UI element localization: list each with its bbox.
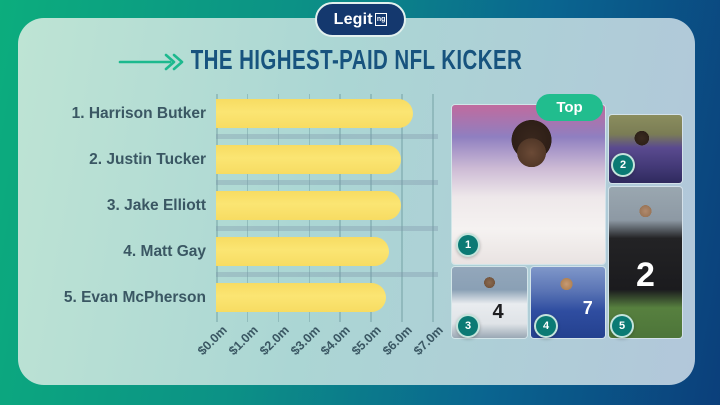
salary-bar bbox=[216, 145, 402, 174]
jersey-number: 4 bbox=[492, 301, 504, 324]
legit-ng-logo: Legit ng bbox=[315, 2, 406, 37]
page-title: THE HIGHEST-PAID NFL KICKER bbox=[190, 44, 523, 76]
y-gridline bbox=[216, 272, 438, 277]
salary-bar bbox=[216, 99, 414, 128]
x-tick-label: $5.0m bbox=[349, 323, 385, 358]
rank-badge-3: 3 bbox=[456, 314, 480, 338]
jersey-number: 7 bbox=[582, 298, 593, 319]
rank-badge-1: 1 bbox=[456, 233, 480, 257]
x-gridline bbox=[432, 94, 434, 322]
bar-category-label: 2. Justin Tucker bbox=[89, 150, 206, 168]
top-badge: Top bbox=[536, 94, 603, 121]
x-tick-label: $3.0m bbox=[287, 323, 323, 358]
x-tick-label: $2.0m bbox=[256, 323, 292, 358]
logo-suffix: ng bbox=[374, 13, 388, 26]
photo-evan-mcpherson: 2 bbox=[609, 187, 682, 338]
logo-text: Legit bbox=[333, 10, 373, 28]
bar-category-label: 3. Jake Elliott bbox=[106, 196, 206, 214]
long-arrow-icon bbox=[118, 53, 184, 71]
rank-badge-5: 5 bbox=[610, 314, 634, 338]
rank-badge-2: 2 bbox=[611, 153, 635, 177]
jersey-number: 2 bbox=[636, 256, 655, 295]
x-tick-label: $7.0m bbox=[410, 323, 446, 358]
y-gridline bbox=[216, 134, 438, 139]
y-gridline bbox=[216, 180, 438, 185]
bar-category-label: 5. Evan McPherson bbox=[63, 288, 206, 306]
salary-bar bbox=[216, 237, 389, 266]
bar-category-label: 4. Matt Gay bbox=[123, 242, 206, 260]
x-tick-label: $4.0m bbox=[318, 323, 354, 358]
salary-bar bbox=[216, 191, 402, 220]
bar-chart: $0.0m $1.0m $2.0m $3.0m $4.0m $5.0m $6.0m $7.0m… bbox=[18, 18, 695, 385]
y-gridline bbox=[216, 226, 438, 231]
x-tick-label: $1.0m bbox=[225, 323, 261, 358]
x-gridline bbox=[401, 94, 403, 322]
main-card: THE HIGHEST-PAID NFL KICKER $0.0m $1.0m $2… bbox=[18, 18, 695, 385]
x-tick-label: $0.0m bbox=[194, 323, 230, 358]
x-tick-label: $6.0m bbox=[380, 323, 416, 358]
salary-bar bbox=[216, 283, 386, 312]
bar-category-label: 1. Harrison Butker bbox=[71, 104, 206, 122]
rank-badge-4: 4 bbox=[534, 314, 558, 338]
